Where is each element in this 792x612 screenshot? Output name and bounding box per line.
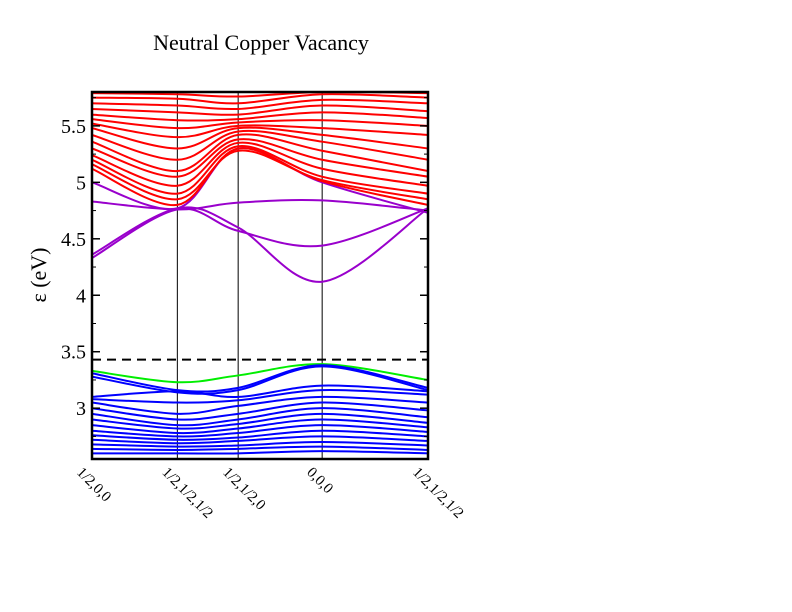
x-axis: 1/2,0,0 1/2,1/2,1/2 1/2,1/2,0 0,0,0 1/2,1/2,… (73, 465, 466, 522)
band-line-conduction (92, 126, 428, 150)
band-line-valence (92, 395, 428, 415)
x-tick-label: 1/2,1/2,1/2 (409, 465, 466, 522)
y-axis: 3 3.5 4 4.5 5 5.5 (61, 97, 428, 437)
x-tick-label: 1/2,0,0 (73, 465, 114, 506)
band-line-valence (92, 384, 428, 398)
band-line-conduction (92, 98, 428, 111)
chart-title: Neutral Copper Vacancy (153, 30, 369, 55)
bands (92, 92, 428, 455)
band-line-conduction (92, 138, 428, 178)
band-line-conduction (92, 118, 428, 130)
band-line-valence (92, 450, 428, 455)
band-line-valence (92, 401, 428, 421)
x-tick-label: 0,0,0 (303, 465, 336, 498)
band-line-valence (92, 388, 428, 404)
band-line-valence (92, 407, 428, 427)
band-line-defect_valence (92, 363, 428, 384)
band-line-conduction (92, 133, 428, 173)
band-line-valence (92, 364, 428, 393)
y-tick-label: 4 (76, 285, 86, 307)
y-tick-label: 4.5 (61, 229, 86, 251)
band-line-conduction (92, 111, 428, 122)
band-line-defect_conduction (92, 198, 428, 212)
band-line-valence (92, 435, 428, 445)
x-tick-label: 1/2,1/2,0 (219, 465, 268, 514)
plot-frame (90, 90, 430, 461)
band-line-conduction (92, 149, 428, 201)
band-line-conduction (92, 141, 428, 187)
band-line-conduction (92, 122, 428, 139)
band-line-valence (92, 445, 428, 451)
y-axis-label: ε (eV) (26, 247, 51, 302)
band-line-valence (92, 429, 428, 441)
x-tick-label: 1/2,1/2,1/2 (159, 465, 216, 522)
band-line-conduction (92, 147, 428, 206)
band-line-conduction (92, 93, 428, 105)
y-tick-label: 5.5 (61, 116, 86, 138)
y-tick-label: 3 (76, 398, 86, 420)
band-line-conduction (92, 129, 428, 161)
band-line-defect_conduction (92, 207, 428, 259)
band-line-valence (92, 418, 428, 435)
band-line-conduction (92, 104, 428, 116)
band-line-valence (92, 412, 428, 430)
y-tick-label: 3.5 (61, 342, 86, 364)
band-line-conduction (92, 145, 428, 195)
band-line-valence (92, 424, 428, 438)
band-line-defect_conduction (92, 206, 428, 283)
band-line-defect_conduction (92, 147, 428, 214)
y-tick-label: 5 (76, 172, 86, 194)
band-line-valence (92, 365, 428, 395)
band-line-valence (92, 441, 428, 448)
